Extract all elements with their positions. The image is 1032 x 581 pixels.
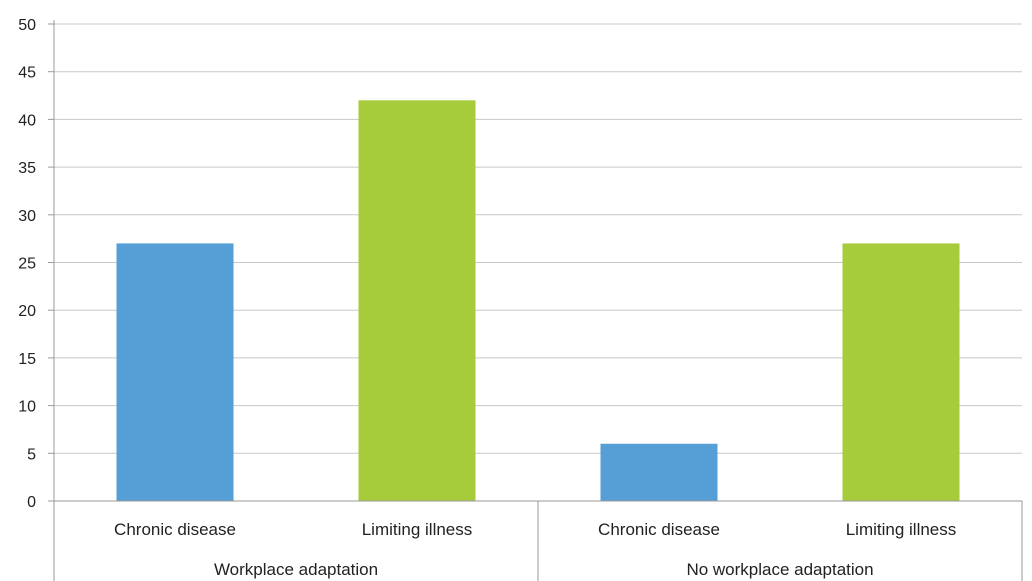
y-tick-label: 0 — [27, 494, 36, 511]
axes — [48, 20, 1023, 581]
y-tick-label: 50 — [18, 17, 36, 34]
x-tick-label: Chronic disease — [598, 520, 720, 539]
y-tick-label: 45 — [18, 65, 36, 82]
y-tick-label: 30 — [18, 208, 36, 225]
group-label: Workplace adaptation — [214, 560, 378, 579]
group-label: No workplace adaptation — [686, 560, 873, 579]
labels: 0 5 10 15 20 25 30 35 40 45 50 Chronic disease Limit… — [18, 17, 956, 579]
y-tick-label: 5 — [27, 446, 36, 463]
y-tick-label: 25 — [18, 256, 36, 273]
bar — [358, 100, 476, 501]
y-tick-label: 15 — [18, 351, 36, 368]
x-tick-label: Limiting illness — [846, 520, 957, 539]
bar — [600, 443, 718, 501]
y-tick-label: 35 — [18, 160, 36, 177]
y-tick-label: 20 — [18, 303, 36, 320]
x-tick-label: Chronic disease — [114, 520, 236, 539]
bars — [116, 100, 960, 502]
bar — [116, 243, 234, 502]
y-tick-label: 40 — [18, 112, 36, 129]
x-tick-label: Limiting illness — [362, 520, 473, 539]
y-tick-label: 10 — [18, 399, 36, 416]
bar — [842, 243, 960, 502]
